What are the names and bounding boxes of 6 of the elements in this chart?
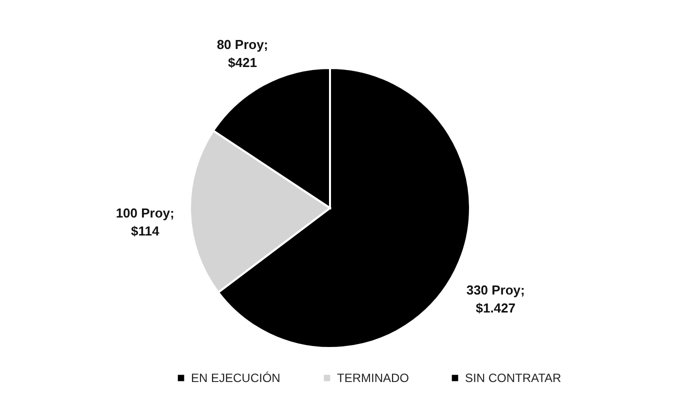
legend-label: SIN CONTRATAR: [465, 371, 562, 385]
data-label: 100 Proy; $114: [116, 206, 174, 239]
legend-label: EN EJECUCIÓN: [191, 371, 280, 385]
data-label: 80 Proy; $421: [216, 37, 268, 70]
data-label: 330 Proy; $1.427: [466, 282, 525, 316]
legend-label: TERMINADO: [337, 371, 409, 385]
